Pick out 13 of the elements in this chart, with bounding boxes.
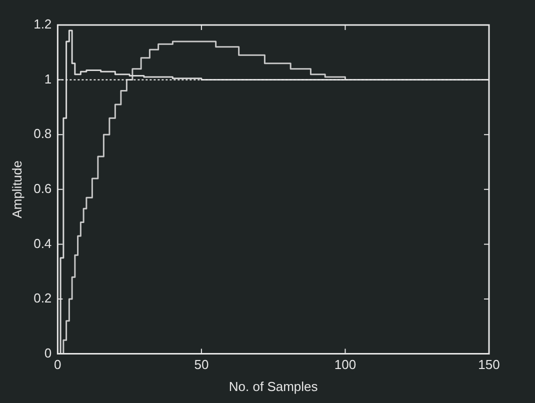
y-tick-label: 0.6	[34, 180, 52, 196]
x-tick-label: 50	[194, 357, 209, 372]
x-tick-label: 0	[54, 357, 62, 372]
x-axis-title: No. of Samples	[228, 378, 318, 394]
y-tick-label: 0	[44, 345, 52, 360]
y-tick-label: 0.4	[34, 236, 52, 251]
y-tick-label: 0.2	[34, 290, 52, 306]
y-axis-title: Amplitude	[9, 160, 24, 218]
x-tick-label: 100	[334, 357, 356, 372]
y-tick-label: 1.2	[34, 16, 52, 32]
y-tick-label: 1	[44, 71, 52, 86]
x-tick-label: 150	[478, 357, 500, 372]
y-tick-label: 0.8	[34, 126, 52, 142]
